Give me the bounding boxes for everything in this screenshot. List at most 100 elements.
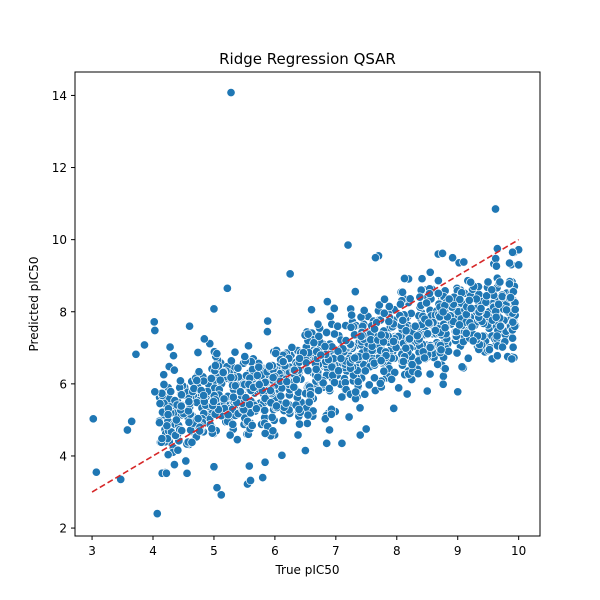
- data-point: [437, 248, 448, 258]
- x-tick-label: 6: [271, 544, 279, 558]
- data-point: [264, 361, 275, 371]
- data-point: [329, 329, 340, 339]
- data-point: [333, 366, 344, 376]
- data-point: [491, 261, 501, 271]
- data-point: [379, 294, 390, 304]
- data-point: [176, 390, 187, 400]
- data-point: [216, 490, 226, 500]
- data-point: [422, 298, 432, 308]
- data-point: [436, 345, 446, 355]
- data-point: [407, 360, 417, 370]
- data-point: [424, 289, 434, 299]
- data-point: [271, 348, 281, 358]
- data-point: [320, 414, 330, 424]
- data-point: [364, 380, 374, 390]
- data-point: [295, 353, 305, 363]
- data-point: [398, 287, 408, 297]
- data-point: [329, 377, 340, 388]
- x-tick-label: 4: [149, 544, 157, 558]
- data-point: [495, 277, 505, 287]
- y-axis-ticks: 2 4 6 8 10 12 14: [52, 89, 75, 536]
- data-point: [360, 389, 370, 399]
- data-point: [344, 412, 354, 422]
- data-point: [168, 351, 179, 361]
- data-point: [276, 391, 286, 401]
- data-point: [282, 377, 292, 387]
- data-point: [263, 316, 273, 326]
- data-point: [322, 327, 332, 338]
- data-point: [175, 376, 185, 386]
- data-point: [476, 303, 486, 313]
- data-point: [166, 387, 176, 397]
- data-point: [149, 317, 159, 327]
- data-point: [169, 460, 179, 470]
- data-point: [247, 420, 257, 431]
- data-point: [375, 378, 385, 388]
- data-point: [376, 356, 386, 366]
- data-point: [152, 509, 162, 519]
- data-point: [212, 349, 222, 359]
- data-point: [440, 364, 450, 374]
- data-point: [303, 410, 313, 420]
- data-point: [268, 373, 278, 383]
- data-point: [337, 392, 347, 402]
- data-point: [318, 378, 328, 388]
- data-point: [193, 414, 203, 424]
- data-point: [243, 341, 254, 351]
- data-point: [244, 461, 254, 471]
- data-point: [230, 347, 240, 357]
- data-point: [461, 328, 471, 338]
- data-point: [184, 397, 194, 407]
- data-point: [504, 258, 515, 268]
- data-point: [226, 372, 236, 383]
- data-point: [278, 415, 288, 426]
- data-point: [254, 380, 264, 390]
- data-point: [293, 430, 303, 440]
- data-point: [337, 438, 347, 448]
- data-point: [199, 334, 209, 344]
- data-point: [271, 401, 282, 411]
- data-point: [404, 334, 415, 344]
- y-tick-label: 6: [59, 377, 67, 391]
- data-point: [177, 426, 187, 436]
- data-point: [336, 353, 346, 364]
- data-point: [254, 362, 264, 372]
- data-point: [209, 462, 219, 472]
- data-point: [433, 288, 443, 298]
- data-point: [398, 356, 408, 367]
- data-point: [387, 374, 397, 384]
- data-point: [510, 304, 520, 315]
- y-tick-label: 14: [52, 89, 67, 103]
- data-point: [313, 319, 323, 329]
- data-point: [212, 483, 222, 493]
- data-point: [295, 419, 305, 429]
- data-point: [171, 415, 181, 425]
- reference-line-y-equals-x: [91, 238, 520, 493]
- data-point: [483, 277, 493, 287]
- data-point: [490, 204, 501, 214]
- data-point: [314, 331, 324, 341]
- data-point: [289, 382, 299, 392]
- y-tick-label: 12: [52, 161, 67, 175]
- data-point: [157, 434, 167, 444]
- data-point: [433, 276, 443, 286]
- data-point: [240, 352, 250, 362]
- data-points: [88, 88, 524, 519]
- data-point: [438, 307, 448, 317]
- data-point: [184, 417, 194, 427]
- data-point: [313, 372, 323, 382]
- data-point: [401, 343, 411, 353]
- data-point: [313, 385, 324, 395]
- data-point: [497, 342, 508, 352]
- data-point: [370, 253, 380, 263]
- data-point: [494, 299, 504, 309]
- x-axis-label: True pIC50: [274, 563, 339, 577]
- data-point: [459, 257, 469, 267]
- data-point: [300, 445, 310, 456]
- data-point: [394, 383, 404, 393]
- data-point: [165, 342, 175, 352]
- data-point: [504, 279, 514, 289]
- data-point: [492, 351, 502, 361]
- data-point: [267, 412, 277, 422]
- data-point: [218, 367, 228, 378]
